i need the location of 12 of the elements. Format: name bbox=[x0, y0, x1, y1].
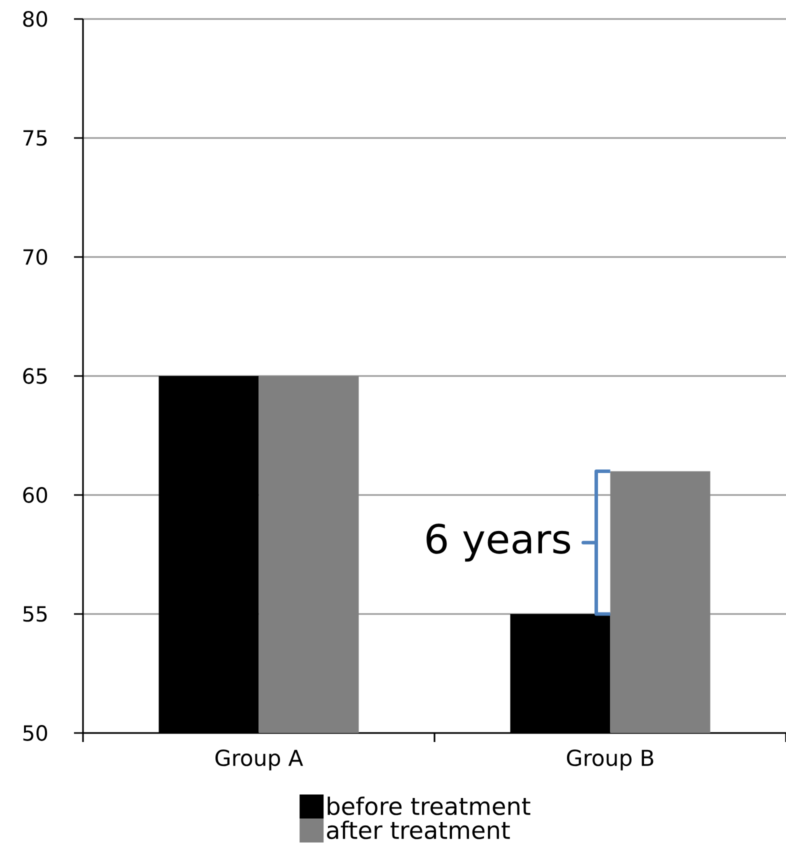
y-tick-label: 55 bbox=[23, 606, 47, 622]
legend-label: before treatment bbox=[328, 796, 530, 816]
y-tick-label: 70 bbox=[23, 249, 48, 265]
y-tick-label: 75 bbox=[23, 130, 47, 146]
y-tick-label: 60 bbox=[23, 487, 48, 503]
x-tick-label: Group A bbox=[215, 750, 304, 770]
y-tick-label: 80 bbox=[23, 11, 48, 27]
x-tick-label: Group B bbox=[566, 750, 654, 770]
y-tick-label: 65 bbox=[23, 368, 47, 384]
legend-label: after treatment bbox=[327, 820, 510, 840]
annotation: 6 years bbox=[426, 524, 570, 562]
y-tick-label: 50 bbox=[23, 725, 48, 741]
